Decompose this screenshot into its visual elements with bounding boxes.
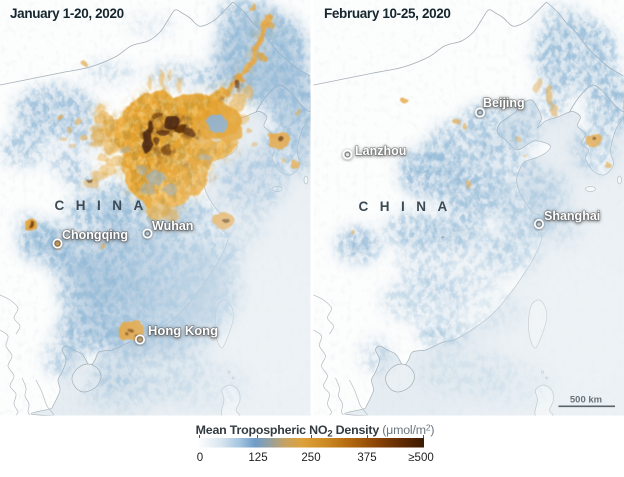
svg-text:375: 375 xyxy=(357,452,376,464)
svg-text:Mean Tropospheric NO2 Density: Mean Tropospheric NO2 Density (μmol/m2) xyxy=(196,423,435,440)
svg-text:CHINA: CHINA xyxy=(55,198,155,213)
svg-text:Chongqing: Chongqing xyxy=(62,228,128,242)
svg-text:125: 125 xyxy=(248,452,267,464)
svg-text:January 1-20, 2020: January 1-20, 2020 xyxy=(10,6,124,21)
svg-text:0: 0 xyxy=(197,452,203,464)
svg-text:≥500: ≥500 xyxy=(408,452,434,464)
svg-text:250: 250 xyxy=(301,452,320,464)
svg-text:Shanghai: Shanghai xyxy=(544,209,600,223)
svg-text:Wuhan: Wuhan xyxy=(152,219,193,233)
svg-text:Hong Kong: Hong Kong xyxy=(148,323,218,338)
svg-text:February 10-25, 2020: February 10-25, 2020 xyxy=(324,6,451,21)
svg-text:Beijing: Beijing xyxy=(483,96,525,110)
svg-text:CHINA: CHINA xyxy=(359,199,459,214)
svg-text:500 km: 500 km xyxy=(570,395,602,406)
svg-text:Lanzhou: Lanzhou xyxy=(355,144,406,158)
